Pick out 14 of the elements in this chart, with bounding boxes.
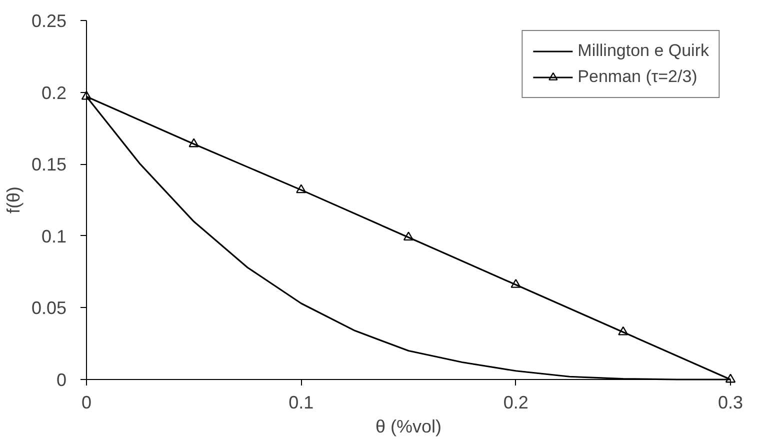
x-tick-label: 0.1 xyxy=(288,392,314,412)
y-tick-label: 0.15 xyxy=(31,154,67,175)
y-tick-label: 0.1 xyxy=(41,226,67,246)
y-axis-title: f(θ) xyxy=(3,186,24,214)
x-tick-label: 0.2 xyxy=(503,392,528,412)
y-tick-label: 0 xyxy=(56,370,67,390)
x-axis-title: θ (%vol) xyxy=(375,416,442,436)
legend-label: Millington e Quirk xyxy=(578,41,709,61)
legend-label: Penman (τ=2/3) xyxy=(578,67,698,87)
y-tick-label: 0.2 xyxy=(41,82,67,103)
x-tick-label: 0.3 xyxy=(718,392,744,412)
y-tick-label: 0.05 xyxy=(31,298,67,318)
y-tick-label: 0.25 xyxy=(31,11,67,31)
x-tick-label: 0 xyxy=(81,392,92,412)
